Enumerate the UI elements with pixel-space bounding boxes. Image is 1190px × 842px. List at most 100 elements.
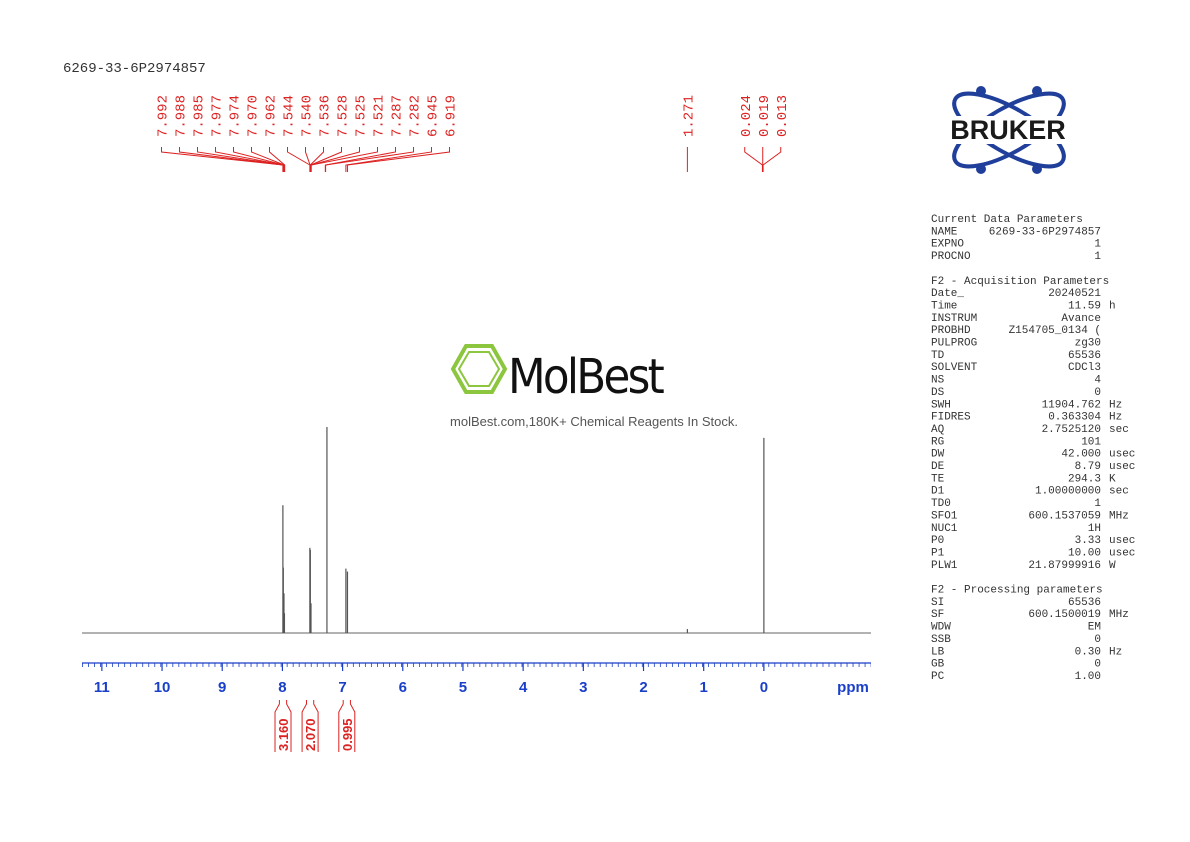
- peak-label: 0.013: [775, 95, 791, 137]
- x-tick-label: 11: [94, 679, 110, 696]
- x-axis-label: ppm: [837, 679, 869, 696]
- peak-label: 7.962: [264, 95, 280, 137]
- param-name: TE: [931, 473, 945, 485]
- param-value: 101: [1081, 436, 1101, 448]
- param-name: PROBHD: [931, 325, 971, 337]
- x-tick-label: 0: [760, 679, 768, 696]
- peak-label: 6.919: [444, 95, 460, 137]
- param-value: 1.00000000: [1035, 486, 1101, 498]
- param-name: PULPROG: [931, 338, 977, 350]
- param-value: Z154705_0134 (: [1009, 325, 1101, 337]
- param-name: Time: [931, 300, 957, 312]
- param-name: DW: [931, 449, 945, 461]
- peak-label: 7.521: [372, 95, 388, 137]
- param-name: TD0: [931, 498, 951, 510]
- param-unit: W: [1109, 560, 1116, 572]
- peak-connector: [762, 147, 782, 172]
- peak-label: 7.974: [228, 95, 244, 137]
- peak-connector: [346, 147, 451, 172]
- param-name: PLW1: [931, 560, 958, 572]
- peak-connector: [309, 147, 325, 172]
- param-value: CDCl3: [1068, 362, 1101, 374]
- param-name: RG: [931, 436, 944, 448]
- param-name: FIDRES: [931, 412, 971, 424]
- peak-label: 7.536: [318, 95, 334, 137]
- param-unit: usec: [1109, 547, 1135, 559]
- param-name: EXPNO: [931, 239, 964, 251]
- peak-label: 7.985: [192, 95, 208, 137]
- watermark: MolBest molBest.com,180K+ Chemical Reage…: [450, 344, 738, 429]
- peak-connector: [345, 147, 433, 172]
- peak-connector: [310, 147, 361, 172]
- param-name: DS: [931, 387, 945, 399]
- peak-label: 7.970: [246, 95, 262, 137]
- param-value: 65536: [1068, 597, 1101, 609]
- param-value: 42.000: [1061, 449, 1101, 461]
- param-name: WDW: [931, 622, 951, 634]
- param-unit: Hz: [1109, 399, 1122, 411]
- param-unit: sec: [1109, 486, 1129, 498]
- param-value: 2.7525120: [1042, 424, 1101, 436]
- section-title: F2 - Processing parameters: [931, 585, 1103, 597]
- x-tick-label: 4: [519, 679, 528, 696]
- param-value: Avance: [1061, 313, 1101, 325]
- param-unit: h: [1109, 300, 1116, 312]
- x-tick-label: 6: [399, 679, 407, 696]
- x-tick-label: 8: [278, 679, 286, 696]
- param-name: SI: [931, 597, 944, 609]
- param-name: AQ: [931, 424, 945, 436]
- param-value: 1: [1094, 239, 1101, 251]
- param-unit: sec: [1109, 424, 1129, 436]
- peak-connector: [287, 147, 311, 172]
- peak-label: 7.528: [336, 95, 352, 137]
- param-name: TD: [931, 350, 945, 362]
- param-name: SF: [931, 609, 944, 621]
- minor-ticks: [82, 660, 871, 670]
- peak-label: 0.019: [757, 95, 773, 137]
- param-value: 294.3: [1068, 473, 1101, 485]
- section-title: F2 - Acquisition Parameters: [931, 276, 1109, 288]
- peak-connector: [310, 147, 379, 172]
- param-name: NS: [931, 375, 945, 387]
- param-value: 10.00: [1068, 547, 1101, 559]
- param-unit: K: [1109, 473, 1116, 485]
- peak-label: 7.287: [390, 95, 406, 137]
- param-name: PROCNO: [931, 251, 971, 263]
- param-unit: usec: [1109, 535, 1135, 547]
- peak-connector: [325, 147, 415, 172]
- param-name: NAME: [931, 226, 958, 238]
- param-value: 0: [1094, 387, 1101, 399]
- param-value: 4: [1094, 375, 1101, 387]
- param-value: 0.30: [1075, 646, 1101, 658]
- param-unit: MHz: [1109, 609, 1129, 621]
- param-value: 1: [1094, 498, 1101, 510]
- peak-label: 7.977: [210, 95, 226, 137]
- integral-bracket: [338, 700, 356, 752]
- param-value: 0: [1094, 659, 1101, 671]
- bruker-logo: BRUKER: [924, 86, 1094, 174]
- x-tick-label: 3: [579, 679, 587, 696]
- param-unit: MHz: [1109, 510, 1129, 522]
- param-value: 1: [1094, 251, 1101, 263]
- sample-id: 6269-33-6P2974857: [63, 61, 206, 77]
- peak-label: 6.945: [426, 95, 442, 137]
- param-unit: Hz: [1109, 412, 1122, 424]
- param-value: 6269-33-6P2974857: [989, 226, 1101, 238]
- param-unit: Hz: [1109, 646, 1122, 658]
- param-name: INSTRUM: [931, 313, 977, 325]
- param-name: P0: [931, 535, 944, 547]
- param-name: SOLVENT: [931, 362, 978, 374]
- param-value: 1.00: [1075, 671, 1101, 683]
- integral-bracket: [301, 700, 319, 752]
- peak-label: 7.282: [408, 95, 424, 137]
- param-name: LB: [931, 646, 945, 658]
- peak-label: 1.271: [681, 95, 697, 137]
- peak-label: 7.525: [354, 95, 370, 137]
- logo-text: BRUKER: [950, 115, 1066, 145]
- param-value: 1H: [1088, 523, 1101, 535]
- param-name: SFO1: [931, 510, 958, 522]
- param-name: GB: [931, 659, 945, 671]
- param-value: 20240521: [1048, 288, 1101, 300]
- peak-label: 7.988: [174, 95, 190, 137]
